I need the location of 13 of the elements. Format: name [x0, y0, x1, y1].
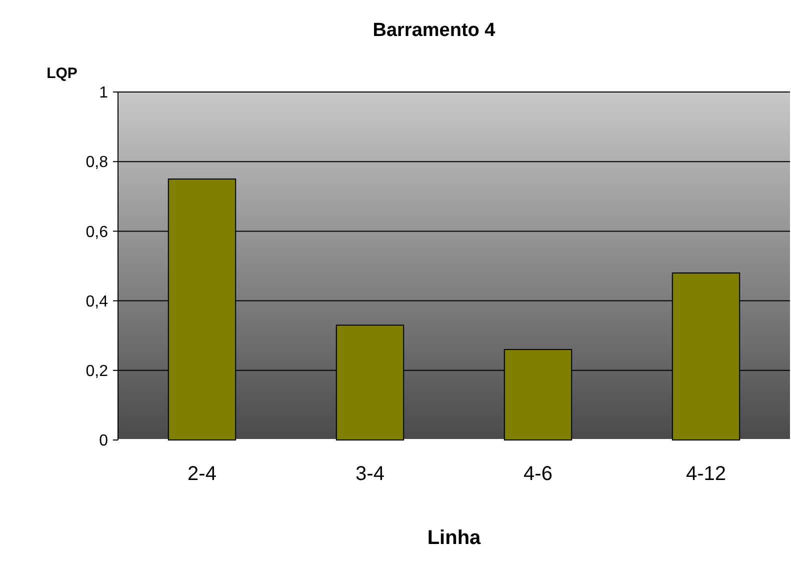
y-tick-label: 0,8: [86, 154, 108, 172]
y-tick-label: 0,4: [86, 293, 108, 310]
y-tick-label: 0,2: [86, 363, 108, 380]
x-tick-label: 2-4: [188, 463, 216, 485]
x-tick-label: 3-4: [356, 463, 384, 485]
x-axis-title: Linha: [427, 527, 482, 549]
x-tick-label: 4-6: [524, 463, 552, 485]
y-tick-label: 0,6: [86, 224, 108, 241]
chart-title: Barramento 4: [372, 20, 496, 41]
y-tick-label: 1: [99, 84, 108, 102]
y-axis-title: LQP: [46, 65, 78, 82]
x-tick-label: 4-12: [686, 463, 726, 485]
y-tick-label: 0: [99, 432, 108, 450]
